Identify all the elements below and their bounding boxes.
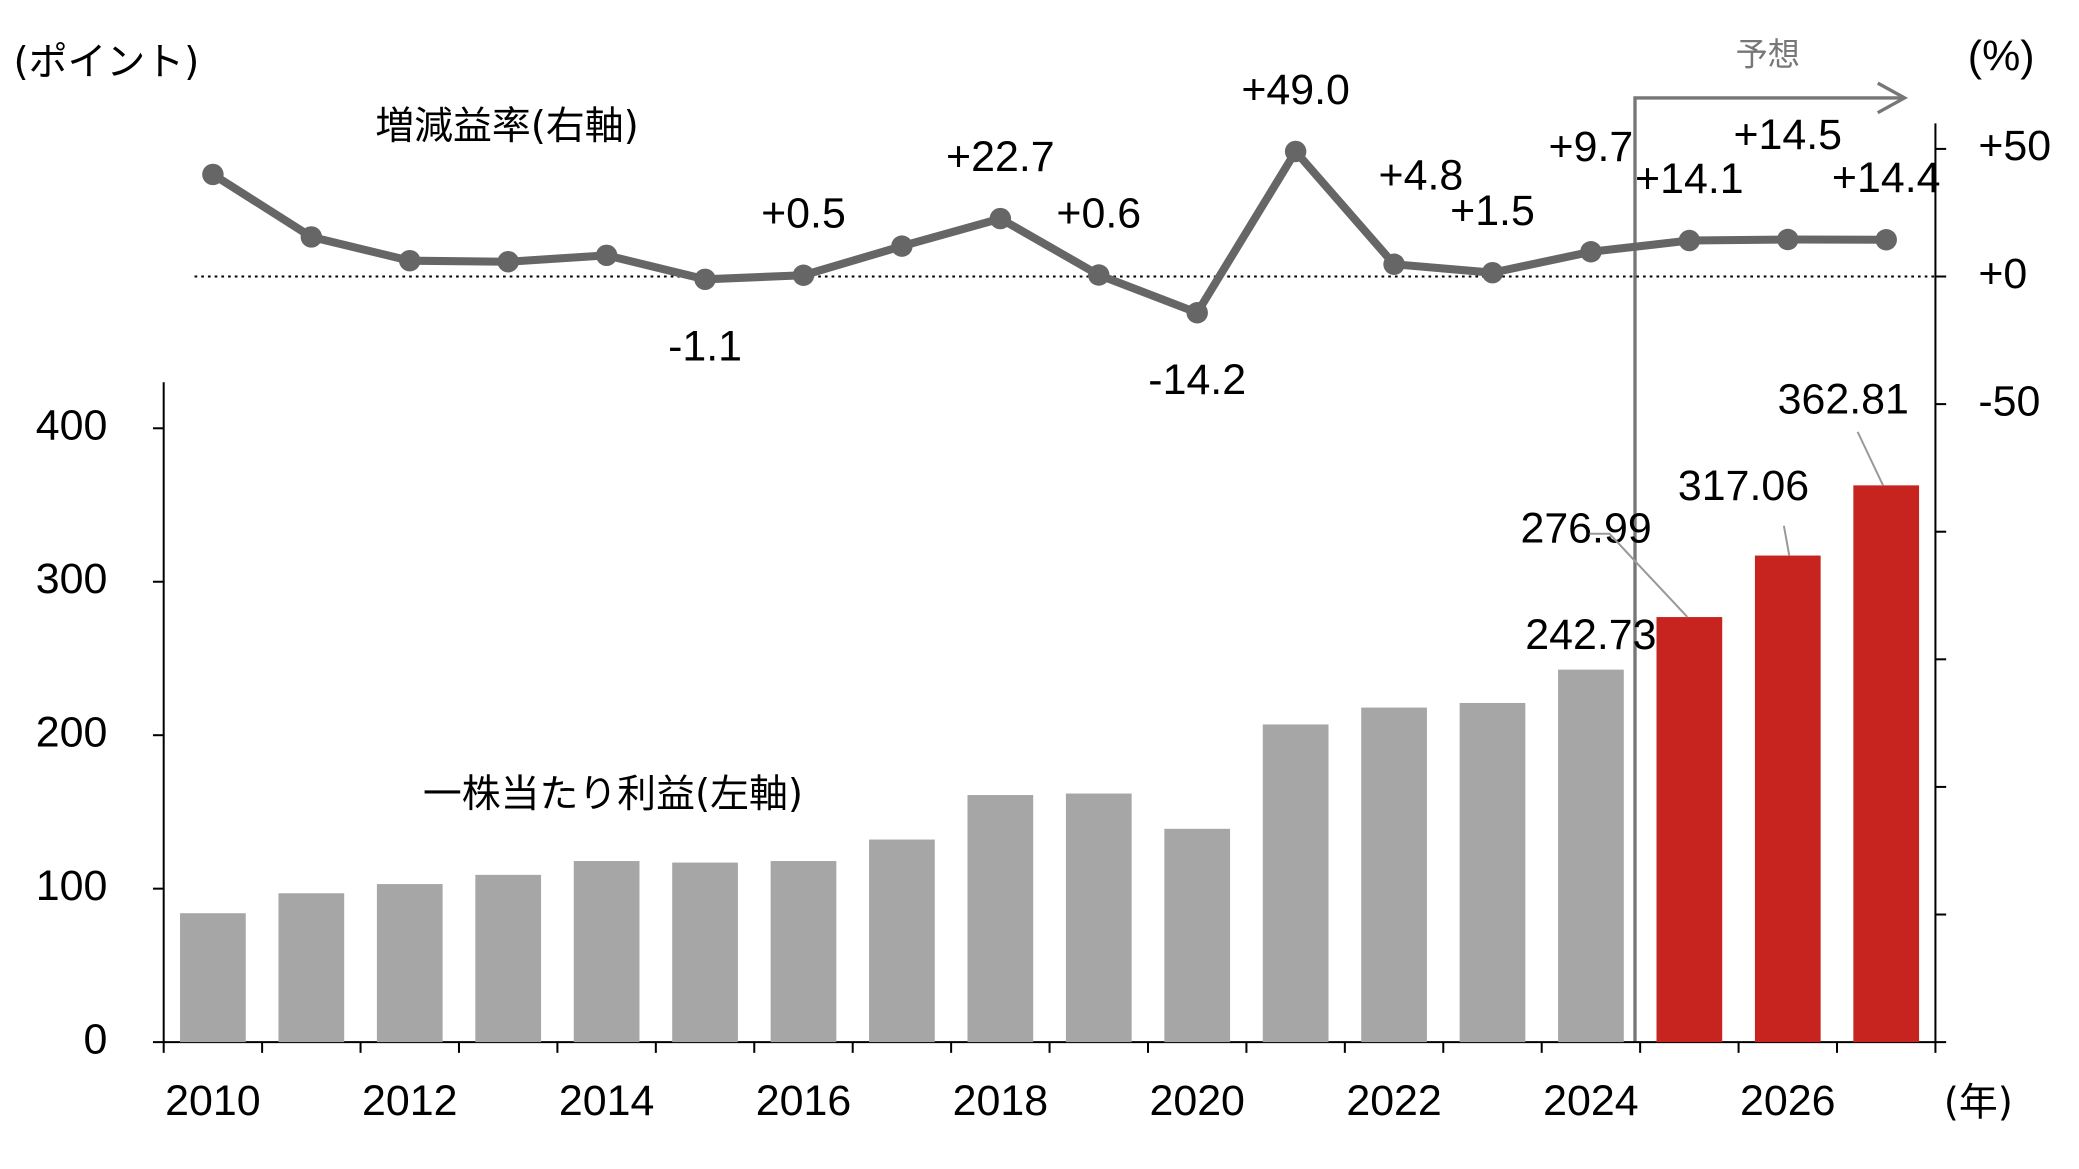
bar — [967, 795, 1034, 1043]
line-marker — [1186, 302, 1208, 324]
x-tick-label: 2010 — [165, 1077, 260, 1125]
bar — [1164, 828, 1231, 1043]
line-marker — [300, 226, 323, 248]
x-tick-label: 2020 — [1149, 1077, 1244, 1125]
y-tick-label: 400 — [36, 402, 108, 450]
bar — [1459, 702, 1526, 1043]
bar-value-label: 362.81 — [1778, 376, 1909, 424]
bar-value-label: 242.73 — [1525, 611, 1656, 659]
x-tick-label: 2018 — [953, 1077, 1048, 1125]
y2-tick-label: +0 — [1978, 250, 2027, 298]
x-tick-label: 2016 — [756, 1077, 851, 1125]
y2-tick-label: +50 — [1978, 122, 2051, 170]
bar — [1262, 724, 1329, 1043]
x-tick-label: 2024 — [1543, 1077, 1638, 1125]
y2-tick-label: -50 — [1978, 377, 2040, 425]
line-value-label: +14.5 — [1733, 111, 1842, 159]
line-value-label: +14.1 — [1635, 155, 1744, 203]
bar — [869, 839, 935, 1043]
line — [210, 147, 1887, 317]
line-marker — [1580, 241, 1602, 263]
line-marker — [1678, 229, 1701, 252]
bar — [376, 884, 443, 1043]
line-value-label: -1.1 — [668, 322, 742, 370]
bar — [180, 913, 246, 1043]
line-value-label: +14.4 — [1832, 154, 1941, 202]
y-tick-label: 200 — [36, 709, 108, 757]
x-tick-label: 2014 — [559, 1077, 654, 1125]
line-value-label: -14.2 — [1148, 356, 1246, 404]
line-marker — [1777, 228, 1799, 251]
line-value-label: +22.7 — [946, 133, 1055, 181]
leader-line — [1782, 525, 1791, 556]
line-marker — [1088, 264, 1110, 286]
bar-series-label: 一株当たり利益(左軸) — [423, 772, 803, 817]
y-tick-label: 300 — [36, 555, 108, 603]
line-marker — [989, 207, 1012, 230]
x-axis-unit: (年) — [1944, 1081, 2013, 1126]
line-series-label: 増減益率(右軸) — [375, 104, 639, 149]
bar — [1754, 555, 1821, 1043]
bar — [1065, 793, 1132, 1043]
y-tick-label: 0 — [83, 1015, 107, 1063]
line-marker — [694, 268, 716, 291]
bar — [1853, 485, 1920, 1043]
bar — [770, 861, 837, 1043]
bar — [672, 862, 738, 1043]
forecast-arrowhead — [1876, 81, 1909, 115]
x-tick-label: 2022 — [1346, 1077, 1441, 1125]
line-marker — [1875, 229, 1897, 251]
line-value-label: +9.7 — [1549, 123, 1634, 171]
bar — [1656, 617, 1723, 1043]
bar — [1361, 707, 1427, 1043]
forecast-bracket — [1633, 96, 1902, 1043]
line-marker — [1284, 140, 1307, 163]
line-marker — [1481, 261, 1504, 284]
leader-line — [1589, 532, 1689, 618]
line-value-label: +0.6 — [1056, 189, 1141, 237]
bar — [573, 861, 640, 1043]
line-marker — [891, 235, 913, 257]
x-tick-label: 2026 — [1740, 1077, 1835, 1125]
line-value-label: +4.8 — [1379, 152, 1464, 200]
line-marker — [792, 264, 815, 286]
bar-value-label: 317.06 — [1678, 462, 1809, 510]
line-marker — [595, 244, 618, 267]
bar — [278, 893, 345, 1043]
bar — [475, 874, 542, 1043]
line-value-label: +1.5 — [1450, 187, 1535, 235]
line-marker — [1383, 253, 1405, 275]
bar — [1558, 669, 1624, 1043]
line-marker — [202, 163, 224, 186]
line-value-label: +49.0 — [1241, 66, 1350, 114]
line-value-label: +0.5 — [761, 190, 846, 238]
line-marker — [497, 250, 519, 273]
y-tick-label: 100 — [36, 862, 108, 910]
x-tick-label: 2012 — [362, 1077, 457, 1125]
leader-line — [1856, 431, 1885, 486]
left-axis-unit: (ポイント) — [13, 40, 199, 85]
bar-value-label: 276.99 — [1520, 505, 1651, 553]
right-axis-unit: (%) — [1968, 32, 2035, 80]
line-marker — [399, 249, 421, 272]
forecast-label: 予想 — [1736, 35, 1800, 73]
